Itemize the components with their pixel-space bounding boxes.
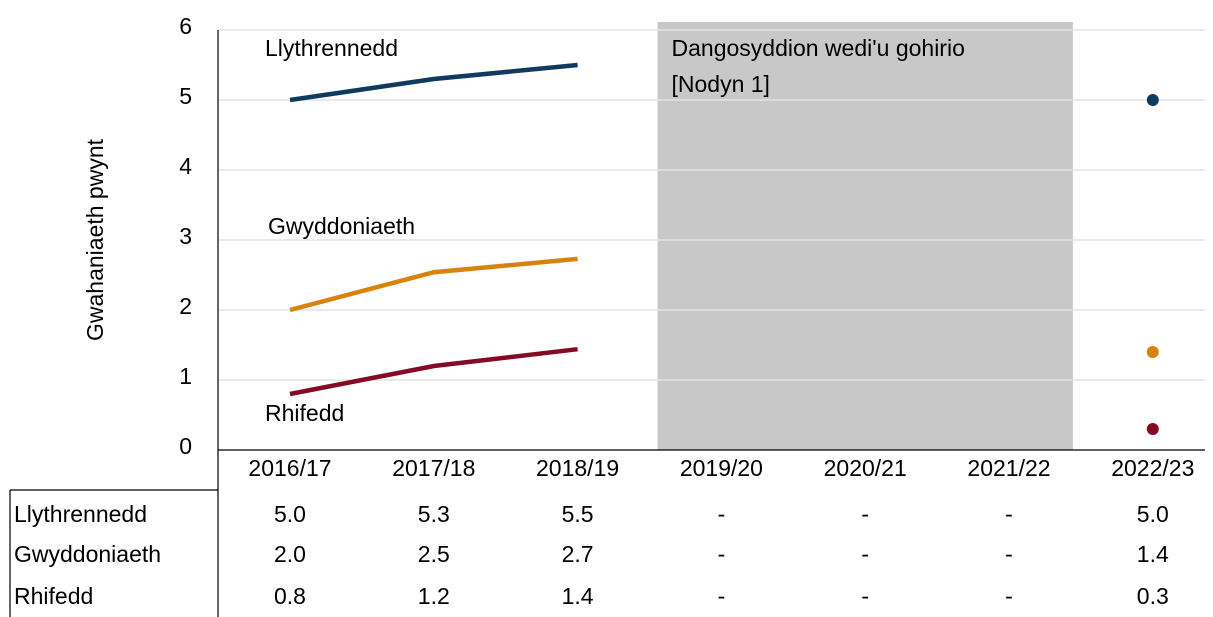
table-cell: 2.5 — [418, 541, 450, 567]
table-cell: - — [861, 583, 869, 609]
table-cell: - — [861, 501, 869, 527]
table-cell: 2.7 — [562, 541, 594, 567]
series-point — [1146, 346, 1159, 358]
x-tick-label: 2018/19 — [536, 455, 619, 481]
series-label: Llythrennedd — [265, 35, 398, 61]
annotation: Dangosyddion wedi'u gohirio — [672, 35, 965, 61]
series-line — [289, 346, 578, 397]
table-row-label: Gwyddoniaeth — [14, 541, 161, 567]
table-cell: - — [1005, 583, 1013, 609]
y-tick-label: 3 — [179, 223, 192, 249]
table-cell: - — [1005, 501, 1013, 527]
table-cell: 2.0 — [274, 541, 306, 567]
table-cell: 0.3 — [1137, 583, 1169, 609]
y-tick-label: 4 — [179, 153, 192, 179]
y-tick-label: 6 — [179, 13, 192, 39]
y-axis-label: Gwahaniaeth pwynt — [82, 138, 108, 341]
y-tick-label: 0 — [179, 433, 192, 459]
table-cell: - — [718, 541, 726, 567]
table-cell: 1.4 — [562, 583, 594, 609]
x-tick-label: 2017/18 — [392, 455, 475, 481]
x-tick-label: 2022/23 — [1111, 455, 1194, 481]
y-tick-label: 2 — [179, 293, 192, 319]
table-cell: 1.4 — [1137, 541, 1169, 567]
series-label: Gwyddoniaeth — [268, 213, 415, 239]
series-point — [1146, 94, 1159, 106]
x-tick-label: 2020/21 — [824, 455, 907, 481]
table-cell: - — [718, 501, 726, 527]
series-line — [289, 62, 578, 103]
series-line — [289, 256, 578, 313]
table-cell: - — [718, 583, 726, 609]
table-cell: 1.2 — [418, 583, 450, 609]
x-tick-label: 2019/20 — [680, 455, 763, 481]
annotation: [Nodyn 1] — [672, 71, 770, 97]
table-row-label: Rhifedd — [14, 583, 93, 609]
x-tick-label: 2016/17 — [248, 455, 331, 481]
table-cell: 5.0 — [274, 501, 306, 527]
x-tick-label: 2021/22 — [967, 455, 1050, 481]
table-cell: 5.0 — [1137, 501, 1169, 527]
table-row-label: Llythrennedd — [14, 501, 147, 527]
y-tick-label: 1 — [179, 363, 192, 389]
series-label: Rhifedd — [265, 400, 344, 426]
table-cell: 5.5 — [562, 501, 594, 527]
table-cell: 0.8 — [274, 583, 306, 609]
table-cell: - — [861, 541, 869, 567]
table-cell: - — [1005, 541, 1013, 567]
series-point — [1146, 423, 1159, 435]
suspended-region — [657, 22, 1073, 450]
table-cell: 5.3 — [418, 501, 450, 527]
y-tick-label: 5 — [179, 83, 192, 109]
